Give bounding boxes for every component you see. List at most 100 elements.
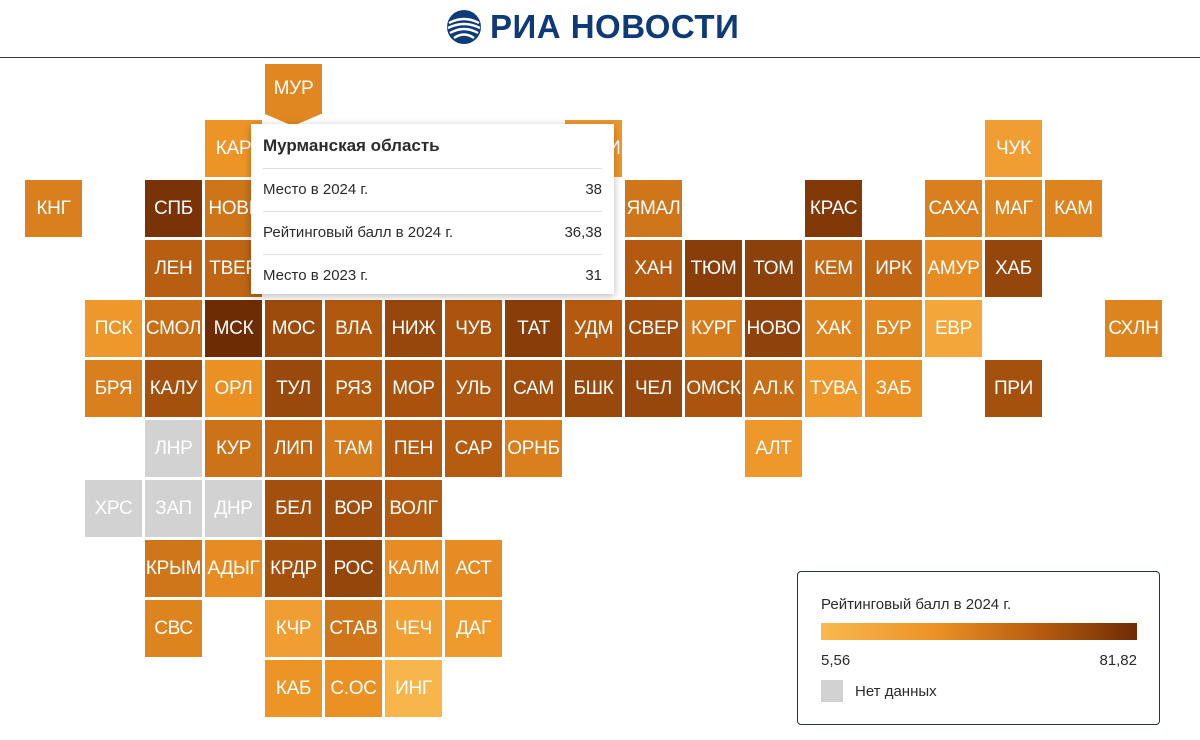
- region-tile[interactable]: САМ: [505, 360, 562, 417]
- region-tile[interactable]: ДАГ: [445, 600, 502, 657]
- tooltip-row-value: 31: [585, 267, 602, 284]
- region-tile-pointer: [265, 114, 321, 126]
- tooltip-title: Мурманская область: [263, 124, 602, 169]
- region-tile[interactable]: АСТ: [445, 540, 502, 597]
- region-tile[interactable]: СПБ: [145, 180, 202, 237]
- region-tile[interactable]: ВЛА: [325, 300, 382, 357]
- region-tile[interactable]: ПСК: [85, 300, 142, 357]
- region-tile[interactable]: КНГ: [25, 180, 82, 237]
- legend-color-scale: [821, 623, 1137, 640]
- region-tile[interactable]: ЛИП: [265, 420, 322, 477]
- region-tile[interactable]: БШК: [565, 360, 622, 417]
- region-tile[interactable]: САХА: [925, 180, 982, 237]
- region-tile[interactable]: ХРС: [85, 480, 142, 537]
- tooltip-row-label: Место в 2023 г.: [263, 267, 369, 284]
- no-data-label: Нет данных: [855, 683, 937, 700]
- region-tile[interactable]: ХАН: [625, 240, 682, 297]
- logo-text: РИА НОВОСТИ: [490, 8, 740, 45]
- region-tile[interactable]: СВС: [145, 600, 202, 657]
- region-tile[interactable]: ТУВА: [805, 360, 862, 417]
- region-tile[interactable]: ОРЛ: [205, 360, 262, 417]
- region-tile[interactable]: ЧЕЧ: [385, 600, 442, 657]
- region-tile[interactable]: ЕВР: [925, 300, 982, 357]
- region-tile[interactable]: КАЛМ: [385, 540, 442, 597]
- region-tile[interactable]: ЧУК: [985, 120, 1042, 177]
- region-tile[interactable]: КРЫМ: [145, 540, 202, 597]
- region-tile[interactable]: ВОР: [325, 480, 382, 537]
- region-tile[interactable]: НИЖ: [385, 300, 442, 357]
- region-tile[interactable]: КРАС: [805, 180, 862, 237]
- legend-title: Рейтинговый балл в 2024 г.: [821, 596, 1012, 613]
- region-tile[interactable]: БЕЛ: [265, 480, 322, 537]
- region-tile[interactable]: РЯЗ: [325, 360, 382, 417]
- region-tile[interactable]: КЧР: [265, 600, 322, 657]
- region-tile[interactable]: АДЫГ: [205, 540, 262, 597]
- region-tile[interactable]: УДМ: [565, 300, 622, 357]
- region-tile[interactable]: МОР: [385, 360, 442, 417]
- region-tile[interactable]: КУР: [205, 420, 262, 477]
- region-tile[interactable]: ЗАБ: [865, 360, 922, 417]
- region-tile[interactable]: ХАБ: [985, 240, 1042, 297]
- region-tile[interactable]: ПРИ: [985, 360, 1042, 417]
- region-tile[interactable]: ТАМ: [325, 420, 382, 477]
- region-tile[interactable]: МСК: [205, 300, 262, 357]
- region-tile[interactable]: САР: [445, 420, 502, 477]
- region-tile[interactable]: КУРГ: [685, 300, 742, 357]
- region-tile[interactable]: ТОМ: [745, 240, 802, 297]
- region-tile[interactable]: УЛЬ: [445, 360, 502, 417]
- region-tile[interactable]: МУР: [265, 64, 322, 114]
- region-tile[interactable]: ОМСК: [685, 360, 742, 417]
- region-tile[interactable]: ЛНР: [145, 420, 202, 477]
- tooltip-row: Место в 2024 г. 38: [263, 169, 602, 212]
- region-tile[interactable]: ЛЕН: [145, 240, 202, 297]
- region-tile[interactable]: СТАВ: [325, 600, 382, 657]
- region-tile[interactable]: КАЛУ: [145, 360, 202, 417]
- region-tile[interactable]: РОС: [325, 540, 382, 597]
- region-tile[interactable]: СВЕР: [625, 300, 682, 357]
- site-header: РИА НОВОСТИ: [0, 0, 1200, 58]
- region-tile[interactable]: КЕМ: [805, 240, 862, 297]
- legend-max-label: 81,82: [1099, 652, 1137, 669]
- legend-min-label: 5,56: [821, 652, 851, 669]
- region-tile[interactable]: КРДР: [265, 540, 322, 597]
- region-tile[interactable]: АМУР: [925, 240, 982, 297]
- region-tile[interactable]: АЛТ: [745, 420, 802, 477]
- region-tile[interactable]: ИНГ: [385, 660, 442, 717]
- legend: Рейтинговый балл в 2024 г. 5,56 81,82 Не…: [797, 571, 1160, 725]
- globe-logo-icon: [447, 10, 481, 44]
- region-tile[interactable]: ТАТ: [505, 300, 562, 357]
- region-tile[interactable]: ЗАП: [145, 480, 202, 537]
- tooltip-row: Место в 2023 г. 31: [263, 255, 602, 297]
- ria-logo[interactable]: РИА НОВОСТИ: [446, 7, 739, 47]
- region-tile[interactable]: БРЯ: [85, 360, 142, 417]
- region-tile[interactable]: НОВО: [745, 300, 802, 357]
- region-tile[interactable]: ПЕН: [385, 420, 442, 477]
- region-tile[interactable]: ВОЛГ: [385, 480, 442, 537]
- region-tooltip: Мурманская область Место в 2024 г. 38 Ре…: [251, 124, 614, 294]
- region-tile[interactable]: МАГ: [985, 180, 1042, 237]
- region-tile[interactable]: МОС: [265, 300, 322, 357]
- tooltip-row-label: Место в 2024 г.: [263, 181, 369, 198]
- region-tile[interactable]: ОРНБ: [505, 420, 562, 477]
- region-tile[interactable]: ИРК: [865, 240, 922, 297]
- tooltip-row: Рейтинговый балл в 2024 г. 36,38: [263, 212, 602, 255]
- region-tile[interactable]: СМОЛ: [145, 300, 202, 357]
- region-tile[interactable]: АЛ.К: [745, 360, 802, 417]
- region-tile[interactable]: ТЮМ: [685, 240, 742, 297]
- region-tile[interactable]: ЧЕЛ: [625, 360, 682, 417]
- region-tile[interactable]: КАМ: [1045, 180, 1102, 237]
- no-data-swatch: [821, 680, 843, 702]
- region-tile[interactable]: ЯМАЛ: [625, 180, 682, 237]
- region-tile[interactable]: С.ОС: [325, 660, 382, 717]
- region-tile[interactable]: СХЛН: [1105, 300, 1162, 357]
- region-tile[interactable]: БУР: [865, 300, 922, 357]
- tooltip-row-value: 36,38: [564, 224, 602, 241]
- region-tile[interactable]: ХАК: [805, 300, 862, 357]
- tooltip-row-label: Рейтинговый балл в 2024 г.: [263, 224, 454, 241]
- region-tile[interactable]: ЧУВ: [445, 300, 502, 357]
- region-tile[interactable]: ТУЛ: [265, 360, 322, 417]
- region-tile[interactable]: ДНР: [205, 480, 262, 537]
- region-tile[interactable]: КАБ: [265, 660, 322, 717]
- tooltip-row-value: 38: [585, 181, 602, 198]
